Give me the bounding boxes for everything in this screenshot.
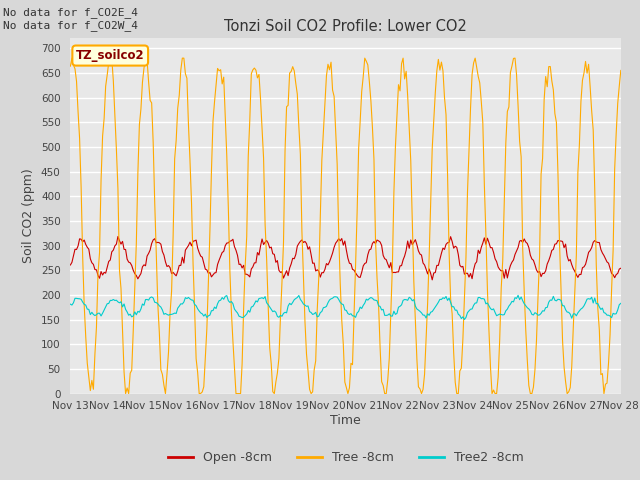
Text: TZ_soilco2: TZ_soilco2 [76,49,145,62]
Title: Tonzi Soil CO2 Profile: Lower CO2: Tonzi Soil CO2 Profile: Lower CO2 [224,20,467,35]
Text: No data for f_CO2E_4
No data for f_CO2W_4: No data for f_CO2E_4 No data for f_CO2W_… [3,7,138,31]
Legend: Open -8cm, Tree -8cm, Tree2 -8cm: Open -8cm, Tree -8cm, Tree2 -8cm [163,446,529,469]
X-axis label: Time: Time [330,414,361,427]
Y-axis label: Soil CO2 (ppm): Soil CO2 (ppm) [22,168,35,264]
